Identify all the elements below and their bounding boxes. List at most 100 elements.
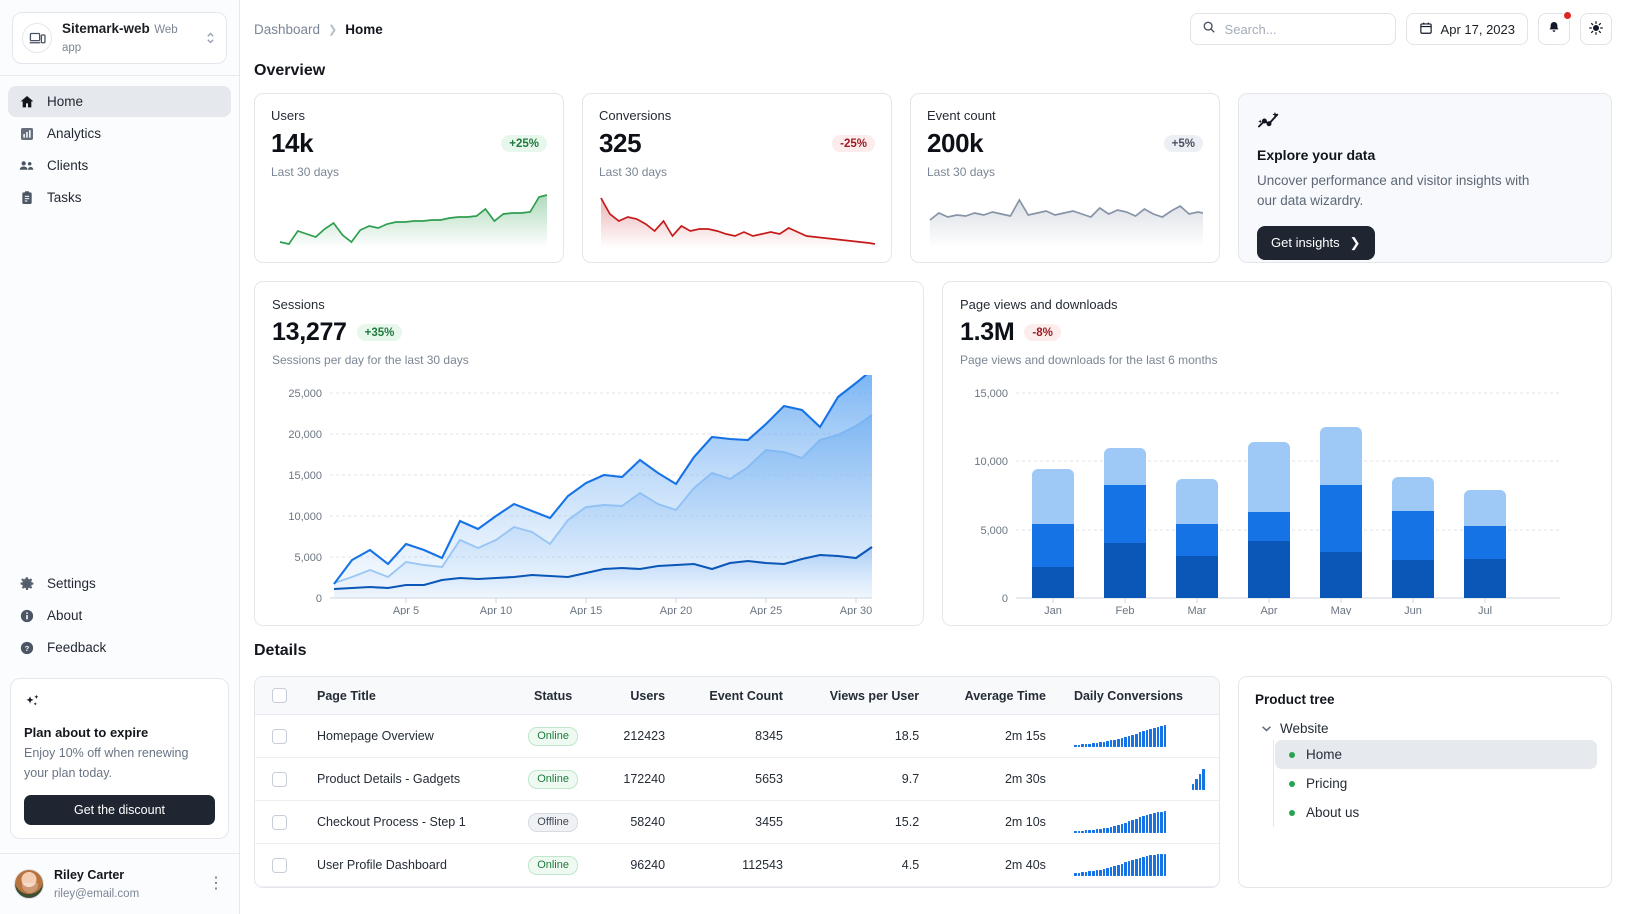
tree-item-home[interactable]: Home: [1275, 740, 1597, 769]
cell-users: 212423: [598, 714, 680, 759]
get-the-discount-button[interactable]: Get the discount: [24, 795, 215, 825]
column-header-status[interactable]: Status: [507, 677, 599, 716]
cell-average-time: 2m 15s: [933, 714, 1060, 759]
sidebar-item-home[interactable]: Home: [8, 86, 231, 117]
kpi-label: Conversions: [599, 108, 672, 123]
sidebar-item-feedback[interactable]: ? Feedback: [8, 632, 231, 663]
cell-daily-conversions: [1059, 757, 1219, 802]
calendar-icon: [1419, 21, 1433, 38]
product-tree-title: Product tree: [1255, 692, 1335, 707]
row-checkbox[interactable]: [271, 771, 287, 787]
primary-nav: Home Analytics Clients Tasks: [0, 76, 239, 214]
sidebar-item-analytics[interactable]: Analytics: [8, 118, 231, 149]
user-profile-row[interactable]: Riley Carter riley@email.com ⋮: [0, 853, 239, 914]
kebab-menu-icon[interactable]: ⋮: [208, 875, 224, 892]
row-checkbox[interactable]: [271, 814, 287, 830]
breadcrumb: Dashboard ❯ Home: [254, 22, 383, 37]
cell-event-count: 3455: [679, 800, 797, 845]
cell-average-time: 2m 40s: [933, 843, 1060, 888]
sparkbars-3: [1073, 854, 1205, 877]
sparkbars-0: [1073, 725, 1205, 748]
y-tick: 15,000: [974, 388, 1008, 400]
sparkles-icon: [24, 693, 215, 717]
date-range-button[interactable]: Apr 17, 2023: [1405, 13, 1528, 45]
column-header-event-count[interactable]: Event Count: [679, 677, 797, 716]
sidebar-item-settings[interactable]: Settings: [8, 568, 231, 599]
column-header-users[interactable]: Users: [598, 677, 680, 716]
notifications-button[interactable]: [1538, 11, 1572, 45]
table-row[interactable]: Checkout Process - Step 1 Offline 58240 …: [255, 800, 1219, 845]
cell-event-count: 8345: [679, 714, 797, 759]
column-header-page-title[interactable]: Page Title: [303, 677, 508, 716]
page-views-bar-plot[interactable]: 15,000 10,000 5,000 0: [960, 375, 1594, 620]
event-count-sparkline: [927, 190, 1204, 248]
row-select-cell: [255, 714, 303, 759]
explore-your-data-card: Explore your data Uncover performance an…: [1238, 93, 1612, 263]
select-all-checkbox[interactable]: [271, 688, 287, 704]
tree-item-label: About us: [1306, 805, 1360, 820]
table-row[interactable]: User Profile Dashboard Online 96240 1125…: [255, 843, 1219, 888]
table-row[interactable]: Product Details - Gadgets Online 172240 …: [255, 757, 1219, 802]
breadcrumb-dashboard[interactable]: Dashboard: [254, 21, 321, 37]
svg-text:5,000: 5,000: [294, 552, 322, 564]
sessions-value: 13,277: [272, 318, 347, 346]
cell-page-title: User Profile Dashboard: [303, 843, 508, 888]
search-input[interactable]: [1224, 21, 1384, 37]
sidebar: Sitemark-web Web app Home: [0, 0, 240, 914]
row-checkbox[interactable]: [271, 728, 287, 744]
page-views-chart-title: Page views and downloads: [960, 297, 1118, 312]
kpi-label: Users: [271, 108, 305, 123]
chevron-down-icon[interactable]: [1261, 723, 1271, 735]
sidebar-item-label: About: [47, 608, 83, 624]
details-row: Page Title Status Users Event Count View…: [254, 676, 1612, 889]
x-tick: Feb: [1116, 605, 1135, 615]
kpi-value: 14k: [271, 128, 314, 158]
chevron-updown-icon[interactable]: [205, 29, 218, 47]
status-dot-icon: [1289, 809, 1295, 816]
cell-average-time: 2m 30s: [933, 757, 1060, 802]
kpi-delta-chip: -25%: [832, 135, 875, 152]
search-box[interactable]: [1189, 13, 1396, 45]
promo-body: Enjoy 10% off when renewing your plan to…: [24, 746, 189, 780]
sessions-chart-title: Sessions: [272, 297, 325, 312]
y-tick: 0: [1002, 593, 1008, 605]
theme-toggle-button[interactable]: [1580, 13, 1612, 45]
sessions-area-plot[interactable]: 25,000 20,000 15,000 10,000 5,000 0: [272, 369, 906, 620]
tree-node-website[interactable]: Website: [1255, 717, 1597, 740]
content: Overview Users 14k +25% Last 30 days: [240, 58, 1626, 914]
tree-item-about-us[interactable]: About us: [1275, 798, 1597, 827]
column-header-average-time[interactable]: Average Time: [933, 677, 1060, 716]
sidebar-item-tasks[interactable]: Tasks: [8, 182, 231, 213]
overview-title: Overview: [254, 62, 326, 79]
cell-status: Online: [507, 843, 599, 888]
x-tick: Apr 15: [570, 605, 602, 615]
sidebar-item-about[interactable]: About: [8, 600, 231, 631]
cell-users: 58240: [598, 800, 680, 845]
row-select-cell: [255, 843, 303, 888]
x-tick: Jun: [1404, 605, 1422, 615]
cell-event-count: 5653: [679, 757, 797, 802]
cell-views-per-user: 9.7: [796, 757, 934, 802]
svg-text:25,000: 25,000: [288, 388, 322, 400]
column-header-views-per-user[interactable]: Views per User: [796, 677, 934, 716]
page-views-chart-subtitle: Page views and downloads for the last 6 …: [960, 353, 1218, 367]
cell-daily-conversions: [1059, 843, 1219, 888]
user-name: Riley Carter: [54, 868, 125, 882]
x-tick: Apr 5: [393, 605, 419, 615]
table-row[interactable]: Homepage Overview Online 212423 8345 18.…: [255, 714, 1219, 759]
y-tick: 10,000: [974, 456, 1008, 468]
column-header-daily-conversions[interactable]: Daily Conversions: [1059, 677, 1219, 716]
status-dot-icon: [1289, 751, 1295, 758]
secondary-nav: Settings About ? Feedback: [0, 568, 239, 664]
workspace-selector[interactable]: Sitemark-web Web app: [12, 12, 227, 64]
sessions-chart-subtitle: Sessions per day for the last 30 days: [272, 353, 469, 367]
sidebar-item-clients[interactable]: Clients: [8, 150, 231, 181]
get-insights-button[interactable]: Get insights ❯: [1257, 225, 1375, 260]
kpi-card-conversions: Conversions 325 -25% Last 30 days: [582, 93, 892, 263]
cell-users: 172240: [598, 757, 680, 802]
users-sparkline: [271, 190, 548, 248]
x-tick: Apr 30: [840, 605, 872, 615]
kpi-card-event-count: Event count 200k +5% Last 30 days: [910, 93, 1220, 263]
tree-item-pricing[interactable]: Pricing: [1275, 769, 1597, 798]
row-checkbox[interactable]: [271, 857, 287, 873]
